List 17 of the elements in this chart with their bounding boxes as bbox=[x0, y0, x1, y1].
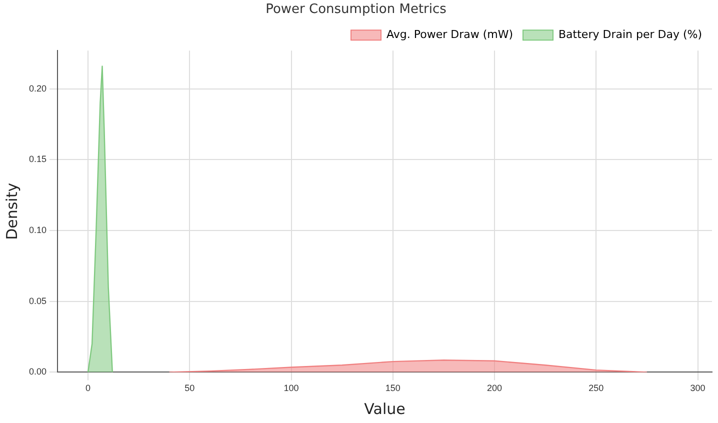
legend-label: Avg. Power Draw (mW) bbox=[386, 28, 514, 41]
x-tick-label: 100 bbox=[284, 383, 299, 394]
y-tick-label: 0.00 bbox=[28, 366, 47, 377]
x-tick-label: 200 bbox=[487, 383, 502, 394]
y-axis-title: Density bbox=[2, 182, 21, 240]
y-tick-label: 0.05 bbox=[28, 296, 47, 306]
y-tick-label: 0.20 bbox=[28, 83, 47, 94]
x-tick-label: 50 bbox=[184, 383, 195, 394]
y-tick-label: 0.10 bbox=[28, 225, 47, 236]
x-tick-label: 150 bbox=[385, 383, 400, 394]
x-tick-label: 300 bbox=[690, 383, 706, 394]
x-tick-label: 0 bbox=[85, 383, 91, 394]
x-tick-label: 250 bbox=[588, 383, 604, 394]
x-axis-title: Value bbox=[364, 400, 406, 418]
chart-title: Power Consumption Metrics bbox=[266, 2, 447, 18]
legend-label: Battery Drain per Day (%) bbox=[558, 28, 702, 41]
y-tick-label: 0.15 bbox=[28, 154, 47, 164]
